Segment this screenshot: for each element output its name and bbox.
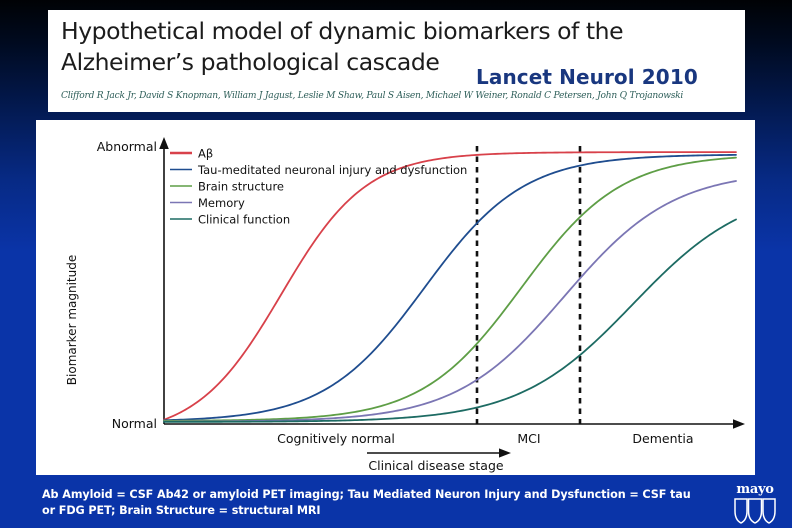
stage-divider-lines [475,146,582,424]
x-axis-title: Clinical disease stage [368,458,504,473]
x-stage-label-cognitively-normal: Cognitively normal [277,431,395,446]
legend-label-2: Tau-meditated neuronal injury and dysfun… [197,163,467,177]
x-stage-label-mci: MCI [517,431,540,446]
x-axis [164,419,745,429]
curve-clinical-function [163,218,737,423]
curve-tau-meditated-neuronal-injury-and-dysfunction [163,153,737,422]
title-panel: Hypothetical model of dynamic biomarkers… [48,10,745,112]
biomarker-cascade-chart: Abnormal Normal Biomarker magnitude Cogn… [65,137,745,473]
y-axis-label-normal: Normal [112,416,157,431]
mayo-wordmark: mayo [736,482,774,497]
journal-reference: Lancet Neurol 2010 [476,65,698,89]
author-list: Clifford R Jack Jr, David S Knopman, Wil… [61,91,684,101]
slide-caption: Ab Amyloid = CSF Ab42 or amyloid PET ima… [42,488,691,517]
mayo-shields-icon [734,498,776,524]
clinical-disease-stage-arrow [367,448,511,458]
x-stage-label-dementia: Dementia [632,431,693,446]
y-axis-title: Biomarker magnitude [65,255,79,385]
chart-legend: Aβ Tau-meditated neuronal injury and dysf… [170,146,467,226]
legend-label-1: Aβ [198,146,213,160]
mayo-clinic-logo: mayo [727,482,783,526]
legend-label-4: Memory [198,196,245,210]
curve-a [163,151,737,421]
y-axis [159,137,169,424]
page-title: Hypothetical model of dynamic biomarkers… [61,17,624,76]
legend-label-3: Brain structure [198,179,284,193]
curve-brain-structure [163,156,737,422]
y-axis-label-abnormal: Abnormal [97,139,157,154]
figure-panel: Abnormal Normal Biomarker magnitude Cogn… [36,120,755,475]
biomarker-curves [163,151,737,423]
legend-label-5: Clinical function [198,212,290,226]
